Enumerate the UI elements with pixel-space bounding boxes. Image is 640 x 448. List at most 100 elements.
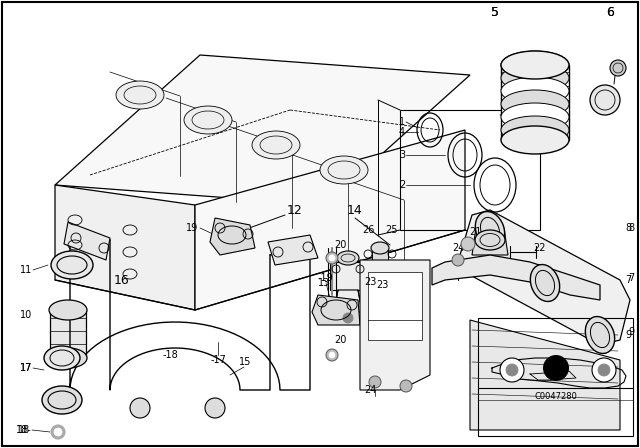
Polygon shape	[432, 255, 600, 300]
Circle shape	[130, 398, 150, 418]
Polygon shape	[268, 235, 318, 265]
Text: 7: 7	[628, 273, 634, 283]
Text: 23: 23	[364, 277, 376, 287]
Ellipse shape	[116, 81, 164, 109]
Circle shape	[598, 364, 610, 376]
Text: 14: 14	[347, 203, 363, 216]
Circle shape	[329, 255, 335, 261]
Text: 18-: 18-	[16, 425, 32, 435]
Circle shape	[326, 349, 338, 361]
Text: 6: 6	[606, 5, 614, 18]
Text: 20: 20	[334, 335, 346, 345]
Ellipse shape	[501, 64, 569, 92]
Text: 4: 4	[399, 127, 405, 137]
Text: 9: 9	[628, 327, 634, 337]
Ellipse shape	[501, 126, 569, 154]
Circle shape	[343, 313, 353, 323]
Ellipse shape	[184, 106, 232, 134]
Bar	[372, 248, 388, 266]
Circle shape	[461, 237, 475, 251]
Text: 24: 24	[452, 243, 464, 253]
Circle shape	[369, 376, 381, 388]
Circle shape	[610, 60, 626, 76]
Text: 1: 1	[399, 117, 405, 127]
Text: 3: 3	[399, 150, 405, 160]
Circle shape	[592, 358, 616, 382]
Text: 17: 17	[20, 363, 32, 373]
Text: 6: 6	[606, 5, 614, 18]
Polygon shape	[195, 130, 465, 310]
Circle shape	[329, 352, 335, 358]
Text: 8: 8	[625, 223, 631, 233]
Ellipse shape	[320, 156, 368, 184]
Ellipse shape	[501, 116, 569, 144]
Text: 15: 15	[239, 357, 251, 367]
Text: 11: 11	[20, 265, 32, 275]
Text: -17: -17	[210, 355, 226, 365]
Polygon shape	[330, 262, 366, 290]
Text: 9: 9	[625, 330, 631, 340]
Polygon shape	[460, 210, 630, 345]
Ellipse shape	[590, 85, 620, 115]
Text: 5: 5	[491, 5, 499, 18]
Text: 17: 17	[20, 363, 32, 373]
Ellipse shape	[252, 131, 300, 159]
Text: 16: 16	[114, 273, 130, 287]
Circle shape	[506, 364, 518, 376]
Bar	[478, 318, 633, 436]
Text: 24: 24	[364, 385, 376, 395]
Polygon shape	[472, 228, 508, 255]
Bar	[501, 65, 569, 140]
Ellipse shape	[49, 300, 87, 320]
Text: 12: 12	[287, 203, 303, 216]
Text: 25: 25	[386, 225, 398, 235]
Text: 20: 20	[334, 240, 346, 250]
Ellipse shape	[49, 348, 87, 368]
Circle shape	[205, 398, 225, 418]
Ellipse shape	[51, 251, 93, 279]
Text: 5: 5	[491, 5, 499, 18]
Text: 21: 21	[469, 227, 481, 237]
Ellipse shape	[42, 386, 82, 414]
Text: 8: 8	[628, 223, 634, 233]
Circle shape	[400, 380, 412, 392]
Text: 2: 2	[399, 180, 405, 190]
Circle shape	[543, 355, 569, 381]
Text: 18: 18	[18, 425, 30, 435]
Circle shape	[51, 425, 65, 439]
Ellipse shape	[501, 51, 569, 79]
Ellipse shape	[501, 51, 569, 79]
Text: 23: 23	[376, 280, 388, 290]
Polygon shape	[470, 320, 620, 430]
Polygon shape	[368, 272, 422, 340]
Ellipse shape	[501, 77, 569, 105]
Polygon shape	[64, 222, 110, 260]
Circle shape	[452, 254, 464, 266]
Polygon shape	[210, 218, 255, 255]
Ellipse shape	[475, 230, 505, 250]
Ellipse shape	[337, 251, 359, 265]
Text: 26: 26	[362, 225, 374, 235]
Polygon shape	[312, 295, 360, 325]
Circle shape	[500, 358, 524, 382]
Ellipse shape	[44, 346, 80, 370]
Ellipse shape	[501, 103, 569, 131]
Ellipse shape	[371, 242, 389, 254]
Polygon shape	[55, 55, 470, 205]
Text: 13: 13	[317, 278, 330, 288]
Text: 7: 7	[625, 275, 631, 285]
Text: 22: 22	[534, 243, 547, 253]
Circle shape	[54, 428, 62, 436]
Ellipse shape	[586, 317, 614, 353]
Text: 19: 19	[186, 223, 198, 233]
Text: -18: -18	[162, 350, 178, 360]
Polygon shape	[55, 185, 195, 310]
Bar	[50, 310, 86, 358]
Text: 10: 10	[20, 310, 32, 320]
Ellipse shape	[531, 264, 559, 302]
Circle shape	[326, 252, 338, 264]
Polygon shape	[334, 290, 362, 312]
Polygon shape	[360, 260, 430, 390]
Text: -19: -19	[317, 273, 333, 283]
Ellipse shape	[476, 211, 505, 249]
